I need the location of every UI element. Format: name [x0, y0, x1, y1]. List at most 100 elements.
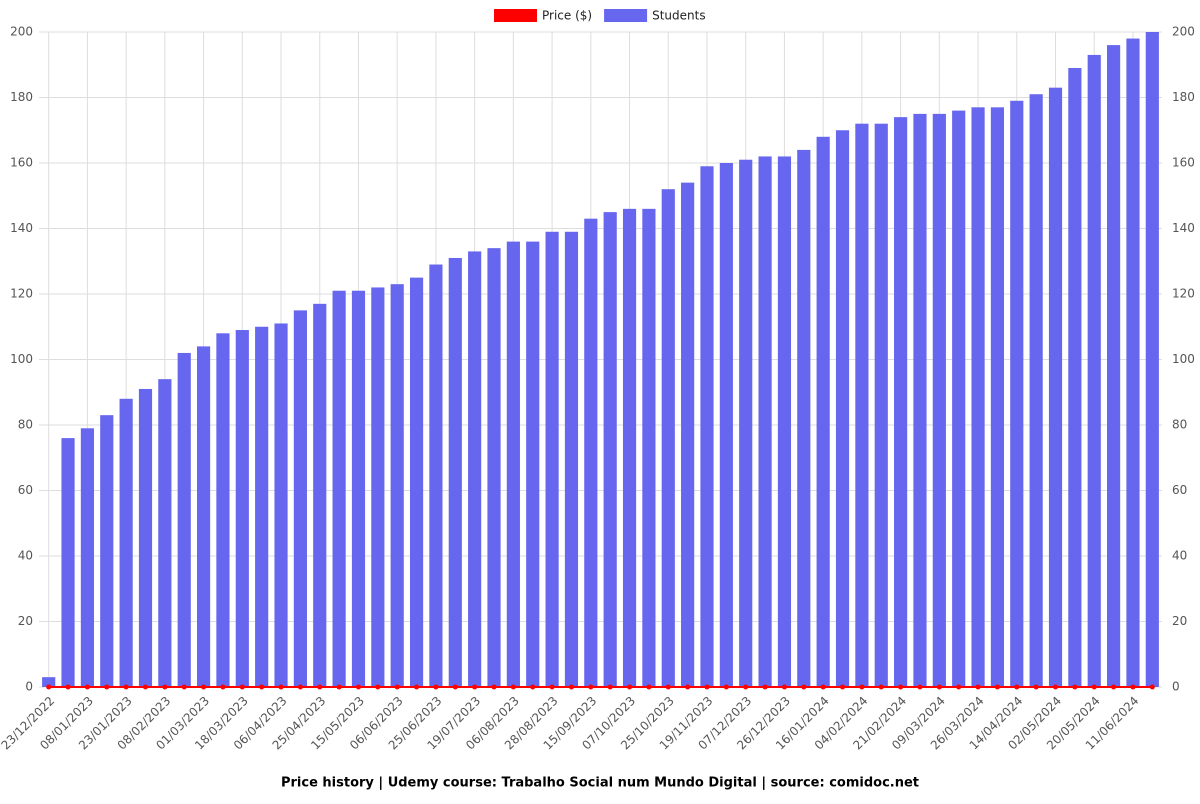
price-point — [1072, 684, 1078, 690]
bar — [739, 159, 753, 688]
price-point — [975, 684, 981, 690]
y2-tick-label: 140 — [1172, 221, 1195, 235]
legend-label: Students — [652, 9, 706, 23]
price-point — [259, 684, 265, 690]
y-tick-label: 160 — [10, 156, 33, 170]
price-point — [665, 684, 671, 690]
price-point — [820, 684, 826, 690]
y-tick-label: 140 — [10, 221, 33, 235]
price-point — [627, 684, 633, 690]
bar — [468, 251, 482, 688]
bar — [61, 438, 75, 687]
bar — [642, 208, 656, 687]
price-point — [123, 684, 129, 690]
y2-tick-label: 180 — [1172, 90, 1195, 104]
price-point — [317, 684, 323, 690]
price-point — [549, 684, 555, 690]
price-point — [1033, 684, 1039, 690]
bar — [100, 415, 114, 687]
price-point — [762, 684, 768, 690]
price-point — [510, 684, 516, 690]
legend-swatch — [604, 9, 648, 22]
price-point — [46, 684, 52, 690]
price-point — [84, 684, 90, 690]
bar — [429, 264, 443, 687]
bar — [1068, 68, 1082, 687]
bar — [390, 284, 404, 687]
y-tick-label: 0 — [25, 680, 33, 694]
bar — [564, 231, 579, 687]
price-point — [142, 684, 148, 690]
bar — [1087, 54, 1101, 688]
y2-tick-label: 160 — [1172, 156, 1195, 170]
price-point — [956, 684, 962, 690]
bar — [255, 326, 269, 687]
bar — [797, 149, 811, 687]
bar — [138, 388, 153, 687]
bar — [487, 248, 501, 687]
price-point — [994, 684, 1000, 690]
y2-tick-label: 120 — [1172, 287, 1195, 301]
price-point — [375, 684, 381, 690]
bar — [758, 156, 772, 687]
bar — [622, 208, 637, 687]
y2-tick-label: 40 — [1172, 549, 1187, 563]
bar — [409, 277, 424, 687]
bar — [80, 428, 94, 687]
y-tick-label: 180 — [10, 90, 33, 104]
bar — [700, 166, 714, 687]
bar — [119, 398, 133, 687]
price-point — [646, 684, 652, 690]
price-point — [801, 684, 807, 690]
y2-tick-label: 80 — [1172, 418, 1187, 432]
y-tick-label: 20 — [18, 614, 33, 628]
legend-label: Price ($) — [542, 9, 592, 23]
price-point — [181, 684, 187, 690]
legend-swatch — [494, 9, 537, 22]
price-point — [588, 684, 594, 690]
price-point — [452, 684, 458, 690]
bar — [351, 290, 366, 687]
y-tick-label: 80 — [18, 418, 33, 432]
price-point — [104, 684, 110, 690]
price-point — [201, 684, 207, 690]
price-point — [1014, 684, 1020, 690]
price-point — [1091, 684, 1097, 690]
bar — [1029, 94, 1043, 688]
bar — [1010, 100, 1024, 687]
price-point — [568, 684, 574, 690]
y2-tick-label: 20 — [1172, 614, 1187, 628]
price-point — [297, 684, 303, 690]
price-point — [607, 684, 613, 690]
chart-title: Price history | Udemy course: Trabalho S… — [281, 776, 919, 791]
price-point — [530, 684, 536, 690]
y2-tick-label: 200 — [1172, 25, 1195, 39]
price-point — [859, 684, 865, 690]
price-point — [898, 684, 904, 690]
price-point — [936, 684, 942, 690]
price-point — [65, 684, 71, 690]
price-point — [723, 684, 729, 690]
bar — [196, 346, 211, 687]
bar — [526, 241, 540, 687]
y-tick-label: 200 — [10, 25, 33, 39]
price-point — [685, 684, 691, 690]
bar — [681, 182, 695, 687]
bar — [216, 333, 230, 687]
price-point — [840, 684, 846, 690]
bar — [1145, 32, 1159, 687]
bar — [158, 379, 172, 687]
price-point — [472, 684, 478, 690]
bar — [42, 677, 56, 687]
bar — [1107, 45, 1121, 688]
bar — [661, 189, 675, 687]
price-point — [1130, 684, 1136, 690]
bar — [293, 310, 307, 687]
bar — [855, 123, 869, 687]
bar — [971, 107, 985, 687]
price-point — [1149, 684, 1155, 690]
bar — [603, 212, 617, 687]
bar — [235, 330, 249, 687]
bar — [332, 290, 346, 687]
bar — [371, 287, 385, 687]
